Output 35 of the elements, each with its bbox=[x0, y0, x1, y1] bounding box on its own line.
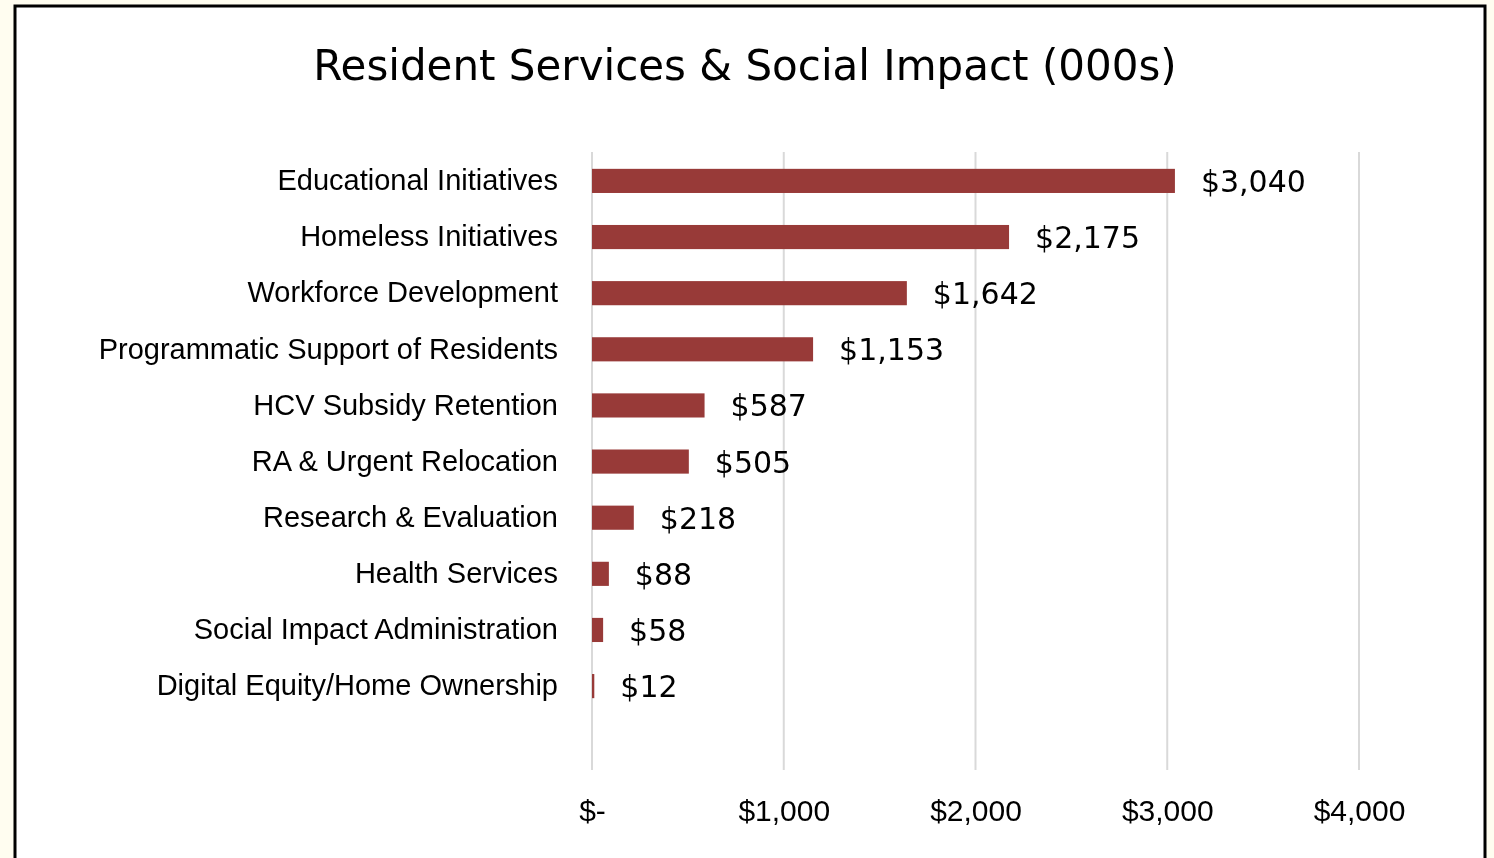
bar bbox=[592, 281, 907, 306]
y-tick-label: Digital Equity/Home Ownership bbox=[156, 669, 558, 702]
data-label: $58 bbox=[629, 612, 687, 648]
bar bbox=[592, 168, 1175, 193]
y-tick-label: Health Services bbox=[354, 557, 558, 590]
y-tick-label: HCV Subsidy Retention bbox=[253, 388, 558, 421]
data-label: $2,175 bbox=[1035, 220, 1141, 256]
data-label: $1,153 bbox=[839, 332, 945, 368]
y-tick-label: RA & Urgent Relocation bbox=[251, 444, 558, 477]
bar bbox=[592, 224, 1010, 250]
x-tick-label: $4,000 bbox=[1313, 794, 1406, 828]
bar bbox=[592, 449, 689, 474]
x-tick-label: $3,000 bbox=[1121, 794, 1214, 828]
data-label: $3,040 bbox=[1200, 163, 1306, 199]
data-label: $12 bbox=[620, 669, 678, 705]
bar bbox=[592, 617, 604, 643]
data-label: $218 bbox=[659, 500, 737, 536]
x-tick-label: $1,000 bbox=[738, 794, 831, 828]
bar bbox=[592, 561, 609, 586]
y-tick-label: Educational Initiatives bbox=[277, 164, 558, 197]
bar bbox=[592, 393, 705, 418]
x-tick-label: $- bbox=[579, 794, 606, 828]
y-tick-label: Research & Evaluation bbox=[263, 500, 558, 533]
bar bbox=[592, 337, 814, 362]
data-label: $505 bbox=[714, 444, 792, 480]
y-tick-label: Programmatic Support of Residents bbox=[98, 332, 558, 365]
data-label: $88 bbox=[634, 556, 693, 592]
data-label: $587 bbox=[730, 388, 807, 424]
data-label: $1,642 bbox=[932, 276, 1038, 312]
y-tick-label: Homeless Initiatives bbox=[300, 220, 558, 253]
x-tick-label: $2,000 bbox=[930, 794, 1022, 828]
chart-title: Resident Services & Social Impact (000s) bbox=[313, 41, 1177, 90]
y-tick-label: Workforce Development bbox=[247, 276, 558, 309]
y-tick-label: Social Impact Administration bbox=[193, 613, 558, 646]
bar bbox=[592, 505, 634, 530]
